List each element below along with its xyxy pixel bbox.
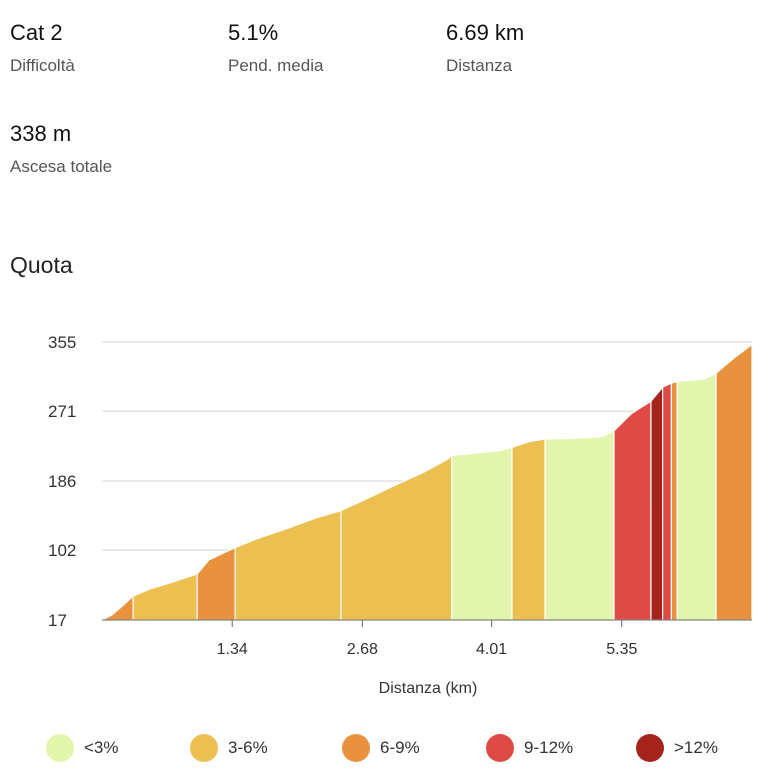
legend-label: <3% [84,738,119,757]
stat-label: Pend. media [228,56,324,75]
elevation-segment [511,438,546,621]
y-tick-label: 355 [48,333,76,352]
stat-avg-gradient: 5.1% Pend. media [228,20,323,76]
y-tick-label: 102 [48,541,76,560]
legend-item: 6-9% [342,734,420,762]
legend-item: <3% [46,734,119,762]
legend-label: 3-6% [228,738,268,757]
elevation-segment [101,594,134,621]
elevation-segment [451,446,513,621]
elevation-segment [340,454,453,621]
x-tick-label: 1.34 [217,641,248,658]
y-tick-label: 271 [48,402,76,421]
legend-item: 9-12% [486,734,573,762]
elevation-segment [715,343,753,621]
legend-swatch [342,734,370,762]
elevation-segment [234,509,342,621]
elevation-area [101,343,753,621]
x-tick-label: 4.01 [476,641,507,658]
elevation-segment [650,385,664,621]
x-axis-label: Distanza (km) [379,680,478,697]
stat-difficulty: Cat 2 Difficoltà [10,20,75,76]
elevation-segment [544,429,615,621]
x-tick-label: 5.35 [606,641,637,658]
legend-swatch [46,734,74,762]
legend-swatch [486,734,514,762]
stat-value: 5.1% [228,20,279,45]
y-tick-label: 186 [48,472,76,491]
legend-label: 9-12% [524,738,574,757]
legend-swatch [636,734,664,762]
stat-label: Difficoltà [10,56,75,75]
elevation-segment [613,400,652,621]
x-tick-label: 2.68 [347,641,378,658]
axes: 17 102 186 271 355 1.34 2.68 4.01 5.35 [48,333,752,658]
elevation-segment [132,573,198,621]
legend-item: 3-6% [190,734,268,762]
stat-label: Distanza [446,56,513,75]
stat-total-ascent: 338 m Ascesa totale [10,121,112,177]
legend-item: >12% [636,734,718,762]
stat-value: 6.69 km [446,20,525,45]
stat-label: Ascesa totale [10,157,113,176]
elevation-chart: 17 102 186 271 355 1.34 2.68 4.01 5.35 Distanza … [48,333,753,697]
legend-swatch [190,734,218,762]
legend-label: >12% [674,738,718,757]
elevation-segment [676,372,717,621]
stat-value: 338 m [10,121,72,146]
y-tick-label: 17 [48,611,67,630]
elevation-segment [662,382,672,621]
legend-label: 6-9% [380,738,420,757]
stat-value: Cat 2 [10,20,63,45]
legend: <3% 3-6% 6-9% 9-12% >12% [0,730,768,766]
elevation-segment [196,546,236,621]
stat-distance: 6.69 km Distanza [446,20,524,76]
section-title-elevation: Quota [10,252,73,278]
elevation-segment [670,380,678,621]
